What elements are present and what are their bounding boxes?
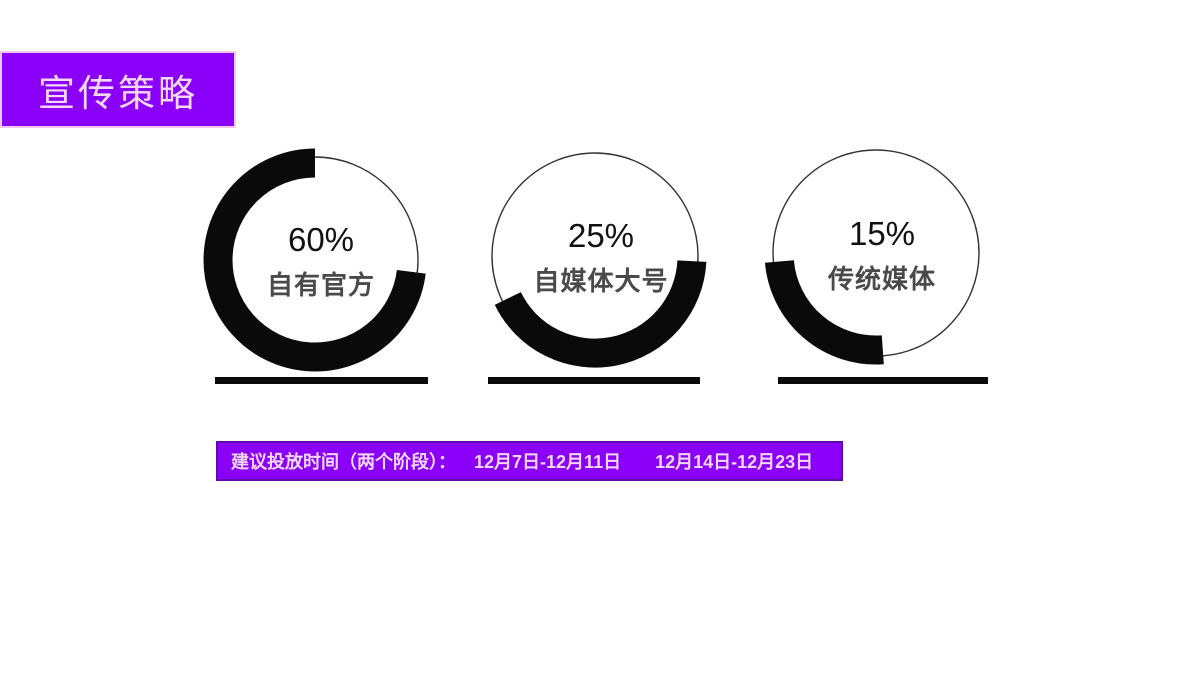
ring-arc bbox=[764, 259, 884, 365]
schedule-banner: 建议投放时间（两个阶段）： 12月7日-12月11日 12月14日-12月23日 bbox=[216, 441, 843, 481]
donut-chart-self-media: 25% 自媒体大号 bbox=[480, 141, 710, 371]
banner-phase1: 12月7日-12月11日 bbox=[474, 452, 622, 472]
ring-arc bbox=[203, 148, 426, 372]
underline-bar bbox=[215, 377, 428, 384]
donut-ring-svg bbox=[203, 148, 426, 372]
ring-arc bbox=[494, 259, 707, 368]
ring-label: 传统媒体 bbox=[827, 264, 936, 294]
underline-bar bbox=[778, 377, 988, 384]
banner-phase2: 12月14日-12月23日 bbox=[655, 452, 814, 472]
slide-title: 宣传策略 bbox=[38, 73, 198, 115]
slide-title-box: 宣传策略 bbox=[0, 51, 236, 128]
donut-ring-svg bbox=[491, 152, 707, 368]
underline-bar bbox=[488, 377, 700, 384]
ring-percent: 60% bbox=[287, 221, 355, 258]
ring-label: 自有官方 bbox=[266, 270, 375, 300]
ring-percent: 25% bbox=[567, 217, 635, 254]
ring-label: 自媒体大号 bbox=[533, 266, 669, 296]
donut-chart-traditional-media: 15% 传统媒体 bbox=[761, 138, 991, 368]
donut-ring-svg bbox=[764, 149, 980, 365]
banner-label: 建议投放时间（两个阶段）： bbox=[231, 452, 456, 472]
donut-chart-own-official: 60% 自有官方 bbox=[200, 145, 430, 375]
ring-percent: 15% bbox=[848, 215, 916, 252]
